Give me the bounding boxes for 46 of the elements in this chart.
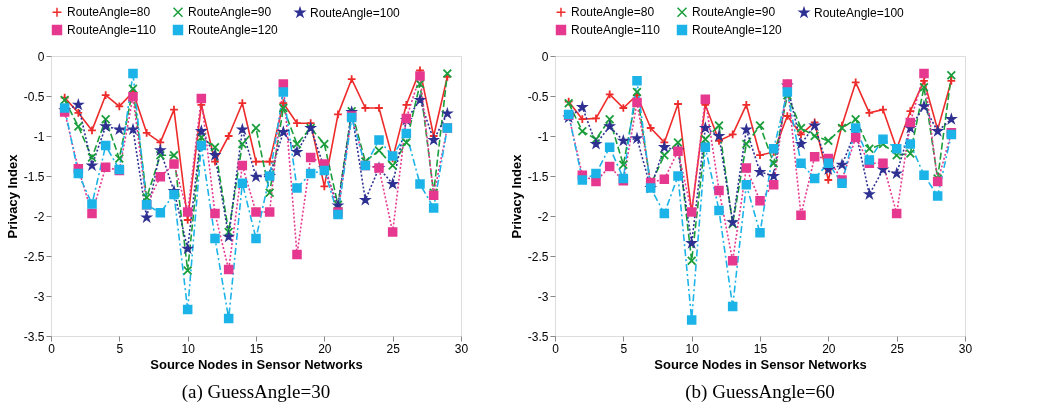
legend-label: RouteAngle=90 [188, 5, 272, 20]
y-tick-label: -1.5 [527, 169, 549, 184]
legend-label: RouteAngle=120 [188, 23, 279, 37]
x-tick-label: 0 [552, 341, 560, 356]
x-tick-label: 0 [48, 341, 56, 356]
x-tick-label: 5 [116, 341, 124, 356]
x-tick-label: 20 [318, 341, 332, 356]
y-axis-title: Privacy Index [508, 153, 524, 239]
x-axis-title: Source Nodes in Sensor Networks [150, 356, 363, 372]
x-tick-label: 30 [454, 341, 469, 356]
y-axis-title: Privacy Index [4, 153, 20, 239]
y-tick-label: -2.5 [527, 249, 549, 264]
x-tick-label: 15 [249, 341, 264, 356]
y-tick-label: -3.5 [23, 329, 45, 344]
x-tick-label: 20 [822, 341, 836, 356]
y-tick-label: 0 [541, 49, 549, 64]
x-tick-label: 10 [685, 341, 700, 356]
x-tick-label: 5 [620, 341, 628, 356]
y-tick-label: -1 [33, 129, 45, 144]
legend-label: RouteAngle=100 [814, 5, 905, 20]
x-tick-label: 15 [753, 341, 768, 356]
x-axis-title: Source Nodes in Sensor Networks [654, 356, 867, 372]
x-tick-label: 10 [181, 341, 196, 356]
y-tick-label: -3.5 [527, 329, 549, 344]
y-tick-label: -0.5 [23, 89, 45, 104]
y-tick-label: 0 [37, 49, 45, 64]
legend-label: RouteAngle=90 [692, 5, 776, 20]
legend-label: RouteAngle=110 [571, 23, 661, 37]
text: (b) GuessAngle=60 [685, 381, 835, 403]
legend-label: RouteAngle=110 [67, 23, 157, 37]
x-tick-label: 30 [958, 341, 973, 356]
x-tick-label: 25 [890, 341, 905, 356]
legend-label: RouteAngle=80 [571, 5, 655, 20]
legend-label: RouteAngle=80 [67, 5, 151, 20]
y-tick-label: -2 [537, 209, 549, 224]
y-tick-label: -3 [33, 289, 45, 304]
y-tick-label: -0.5 [527, 89, 549, 104]
y-tick-label: -3 [537, 289, 549, 304]
text: (a) GuessAngle=30 [181, 381, 331, 403]
y-tick-label: -1.5 [23, 169, 45, 184]
x-tick-label: 25 [386, 341, 401, 356]
legend-label: RouteAngle=100 [310, 5, 401, 20]
y-tick-label: -2.5 [23, 249, 45, 264]
legend-label: RouteAngle=120 [692, 23, 783, 37]
y-tick-label: -2 [33, 209, 45, 224]
y-tick-label: -1 [537, 129, 549, 144]
